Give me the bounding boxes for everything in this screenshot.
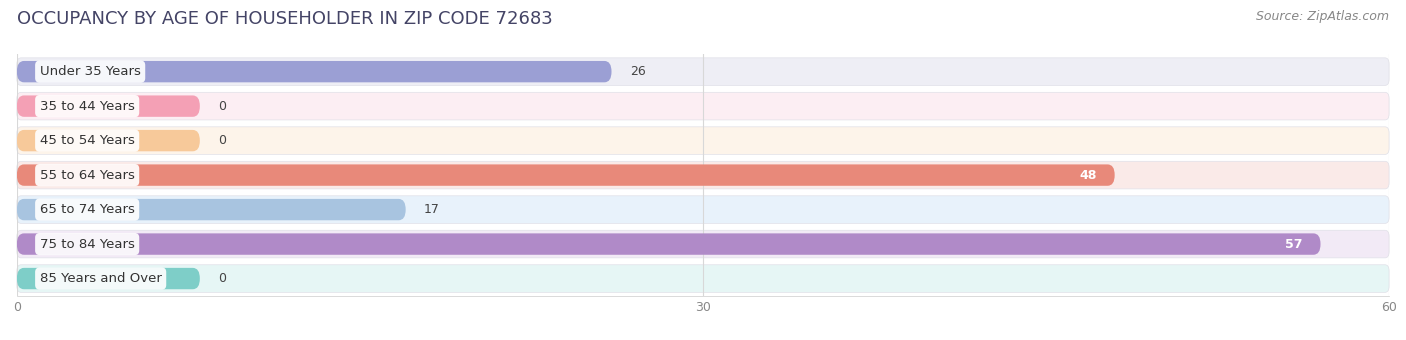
- FancyBboxPatch shape: [17, 196, 1389, 223]
- FancyBboxPatch shape: [17, 61, 612, 82]
- Text: Source: ZipAtlas.com: Source: ZipAtlas.com: [1256, 10, 1389, 23]
- Text: 75 to 84 Years: 75 to 84 Years: [39, 238, 135, 251]
- Text: Under 35 Years: Under 35 Years: [39, 65, 141, 78]
- FancyBboxPatch shape: [17, 127, 1389, 154]
- Text: 0: 0: [218, 272, 226, 285]
- Text: 65 to 74 Years: 65 to 74 Years: [39, 203, 135, 216]
- Text: 45 to 54 Years: 45 to 54 Years: [39, 134, 135, 147]
- FancyBboxPatch shape: [17, 58, 1389, 85]
- FancyBboxPatch shape: [17, 265, 1389, 292]
- Text: 0: 0: [218, 134, 226, 147]
- Text: OCCUPANCY BY AGE OF HOUSEHOLDER IN ZIP CODE 72683: OCCUPANCY BY AGE OF HOUSEHOLDER IN ZIP C…: [17, 10, 553, 28]
- FancyBboxPatch shape: [17, 96, 200, 117]
- FancyBboxPatch shape: [17, 199, 406, 220]
- FancyBboxPatch shape: [17, 268, 200, 289]
- FancyBboxPatch shape: [17, 165, 1115, 186]
- FancyBboxPatch shape: [17, 230, 1389, 258]
- FancyBboxPatch shape: [17, 233, 1320, 255]
- Text: 26: 26: [630, 65, 645, 78]
- FancyBboxPatch shape: [17, 161, 1389, 189]
- Text: 85 Years and Over: 85 Years and Over: [39, 272, 162, 285]
- Text: 35 to 44 Years: 35 to 44 Years: [39, 100, 135, 113]
- FancyBboxPatch shape: [17, 130, 200, 151]
- Text: 57: 57: [1285, 238, 1302, 251]
- Text: 55 to 64 Years: 55 to 64 Years: [39, 169, 135, 182]
- Text: 0: 0: [218, 100, 226, 113]
- FancyBboxPatch shape: [17, 92, 1389, 120]
- Text: 48: 48: [1078, 169, 1097, 182]
- Text: 17: 17: [425, 203, 440, 216]
